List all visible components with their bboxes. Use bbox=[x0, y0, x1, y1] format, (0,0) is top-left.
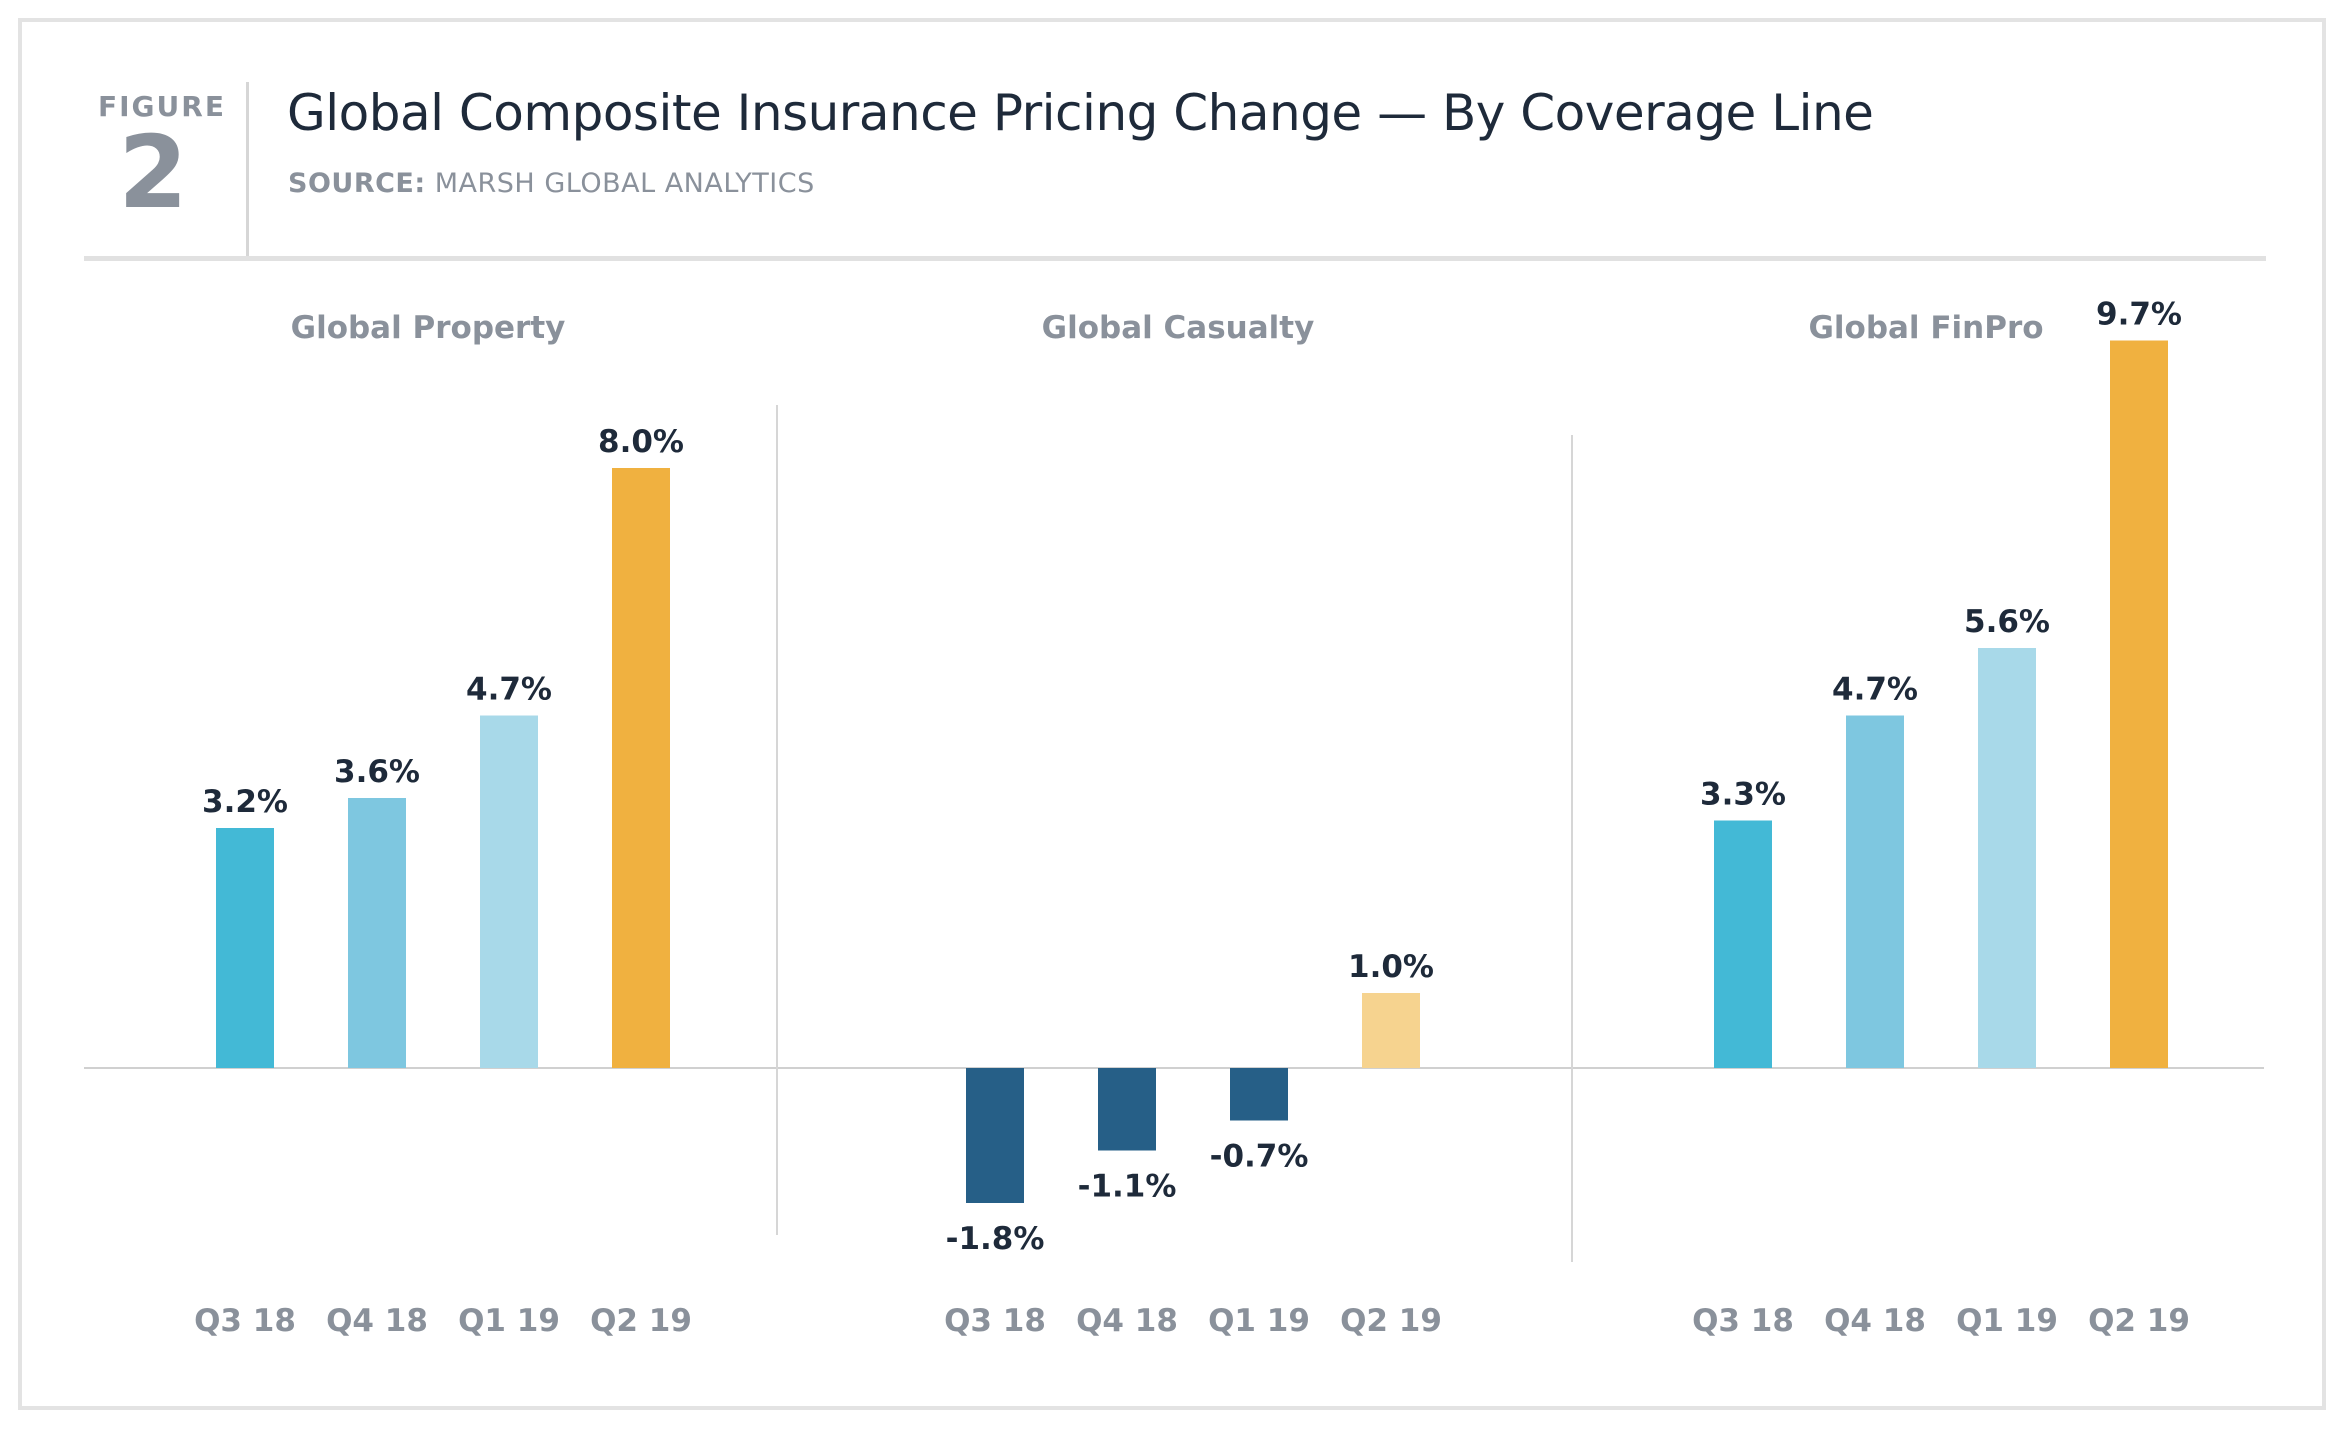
data-label: -1.1% bbox=[1078, 1169, 1177, 1205]
data-label: -1.8% bbox=[946, 1221, 1045, 1257]
bar bbox=[216, 828, 274, 1068]
bar bbox=[612, 468, 670, 1068]
source-value: MARSH GLOBAL ANALYTICS bbox=[434, 168, 815, 199]
header-divider bbox=[246, 82, 249, 258]
x-tick-label: Q3 18 bbox=[1692, 1303, 1794, 1339]
data-label: 3.2% bbox=[202, 784, 288, 820]
data-label: 9.7% bbox=[2096, 297, 2182, 333]
bar bbox=[1846, 715, 1904, 1068]
bar bbox=[348, 798, 406, 1068]
figure-frame bbox=[18, 18, 2326, 1410]
data-label: 4.7% bbox=[1832, 672, 1918, 708]
x-tick-label: Q4 18 bbox=[1076, 1303, 1178, 1339]
figure-label: FIGURE bbox=[98, 90, 226, 123]
panel-title: Global FinPro bbox=[1808, 310, 2043, 346]
data-label: 5.6% bbox=[1964, 604, 2050, 640]
bar bbox=[1098, 1068, 1156, 1151]
chart-source: SOURCE: MARSH GLOBAL ANALYTICS bbox=[288, 168, 815, 199]
source-label: SOURCE: bbox=[288, 168, 426, 199]
bar bbox=[1362, 993, 1420, 1068]
panel-title: Global Property bbox=[291, 310, 566, 346]
bar bbox=[480, 715, 538, 1068]
panel-title: Global Casualty bbox=[1042, 310, 1315, 346]
x-tick-label: Q2 19 bbox=[1340, 1303, 1442, 1339]
bar bbox=[966, 1068, 1024, 1203]
x-tick-label: Q2 19 bbox=[2088, 1303, 2190, 1339]
data-label: 8.0% bbox=[598, 424, 684, 460]
x-tick-label: Q3 18 bbox=[194, 1303, 296, 1339]
x-tick-label: Q1 19 bbox=[1956, 1303, 2058, 1339]
x-tick-label: Q4 18 bbox=[326, 1303, 428, 1339]
data-label: 1.0% bbox=[1348, 949, 1434, 985]
figure-number: 2 bbox=[118, 114, 188, 231]
bar bbox=[1714, 820, 1772, 1068]
data-label: 4.7% bbox=[466, 672, 552, 708]
x-tick-label: Q2 19 bbox=[590, 1303, 692, 1339]
data-label: -0.7% bbox=[1210, 1139, 1309, 1175]
x-tick-label: Q1 19 bbox=[458, 1303, 560, 1339]
data-label: 3.3% bbox=[1700, 777, 1786, 813]
x-tick-label: Q1 19 bbox=[1208, 1303, 1310, 1339]
x-tick-label: Q4 18 bbox=[1824, 1303, 1926, 1339]
x-tick-label: Q3 18 bbox=[944, 1303, 1046, 1339]
bar bbox=[2110, 340, 2168, 1068]
chart-title: Global Composite Insurance Pricing Chang… bbox=[287, 84, 1874, 142]
header-rule bbox=[84, 256, 2266, 261]
bar bbox=[1230, 1068, 1288, 1121]
data-label: 3.6% bbox=[334, 754, 420, 790]
bar bbox=[1978, 648, 2036, 1068]
